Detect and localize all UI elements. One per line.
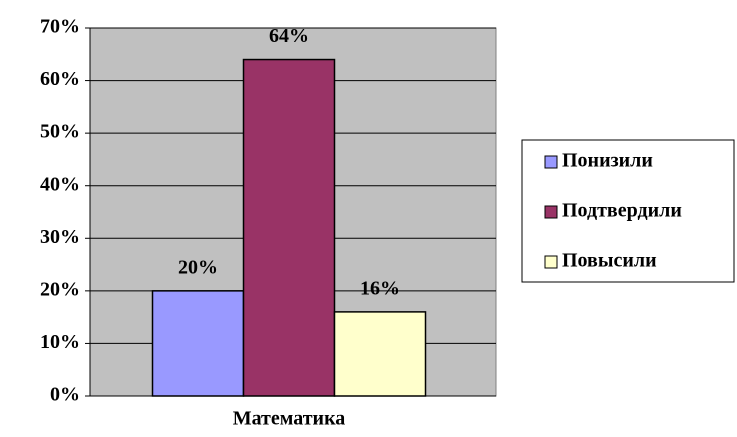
- legend-swatch: [544, 255, 558, 269]
- bar: [242, 58, 336, 397]
- value-label: 64%: [269, 25, 309, 47]
- bar: [151, 290, 245, 397]
- legend-label: Понизили: [562, 150, 653, 172]
- y-tick-label: 60%: [40, 68, 80, 90]
- y-tick-label: 40%: [40, 173, 80, 195]
- y-tick-label: 30%: [40, 226, 80, 248]
- y-tick-label: 10%: [40, 331, 80, 353]
- legend-label: Повысили: [562, 250, 657, 272]
- value-label: 20%: [178, 256, 218, 278]
- legend-swatch: [544, 205, 558, 219]
- y-tick-label: 20%: [40, 278, 80, 300]
- y-tick-label: 50%: [40, 121, 80, 143]
- y-tick-label: 0%: [50, 384, 80, 406]
- y-tick-label: 70%: [40, 16, 80, 38]
- x-tick-label: Математика: [233, 408, 346, 430]
- legend-label: Подтвердили: [562, 200, 682, 222]
- legend-swatch: [544, 155, 558, 169]
- value-label: 16%: [360, 277, 400, 299]
- bar: [333, 311, 427, 397]
